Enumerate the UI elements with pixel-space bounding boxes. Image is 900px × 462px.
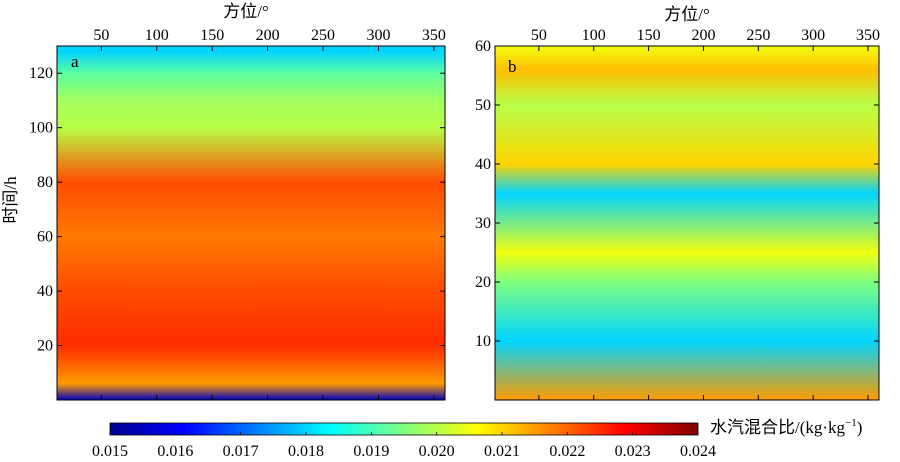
panel-a-x-axis-title: 方位/° [223,2,269,21]
panel-b-x-tick-label-100: 100 [582,27,606,44]
panel-b-label: b [508,57,517,76]
colorbar-tick-label-2: 0.017 [223,443,259,460]
colorbar-tick-label-7: 0.022 [549,443,585,460]
panel-b-y-tick-label-40: 40 [475,156,491,173]
colorbar-bar [109,422,699,436]
heatmap-plot-a [56,45,446,401]
panel-b-x-tick-label-350: 350 [856,27,880,44]
colorbar-ticks: 0.015 0.016 0.017 0.018 0.019 0.020 0.021 0.022… [92,432,716,460]
panel-a-x-tick-label-250: 250 [311,27,335,44]
panel-a-label: a [71,52,79,71]
colorbar-tick-label-3: 0.018 [288,443,324,460]
heatmap-panel-a: a 方位/° 时间/h 50 100 150 200 250 300 350 20 40 60 80… [1,2,446,401]
colorbar-title-close: ) [857,418,863,437]
panel-a-x-tick-label-200: 200 [256,27,280,44]
colorbar-tick-label-0: 0.015 [92,443,128,460]
panel-a-x-tick-label-50: 50 [93,27,109,44]
colorbar-title-sup: −1 [845,417,857,429]
panel-a-x-tick-label-300: 300 [366,27,390,44]
panel-b-y-tick-label-10: 10 [475,333,491,350]
colorbar-tick-label-1: 0.016 [157,443,193,460]
panel-b-y-tick-label-50: 50 [475,97,491,114]
colorbar-tick-label-5: 0.020 [419,443,455,460]
colorbar: 水汽混合比/(kg·kg−1) 0.015 0.016 0.017 0.018 0.01… [92,417,862,460]
panel-b-x-tick-label-300: 300 [801,27,825,44]
panel-a-x-tick-label-350: 350 [422,27,446,44]
panel-b-x-tick-label-150: 150 [637,27,661,44]
colorbar-tick-label-9: 0.024 [680,443,716,460]
panel-b-ticks: 50 100 150 200 250 300 350 10 20 30 40 50 60 [475,27,880,400]
heatmap-plot-b [494,45,880,401]
panel-a-y-tick-label-60: 60 [37,229,53,246]
panel-b-x-tick-label-250: 250 [746,27,770,44]
panel-a-y-axis-title: 时间/h [1,176,20,224]
colorbar-title-main: 水汽混合比/(kg·kg [710,418,846,437]
panel-a-x-tick-label-100: 100 [145,27,169,44]
panel-a-y-tick-label-40: 40 [37,283,53,300]
panel-a-y-tick-label-20: 20 [37,338,53,355]
colorbar-tick-label-4: 0.019 [353,443,389,460]
colorbar-tick-label-6: 0.021 [484,443,520,460]
panel-a-y-tick-label-80: 80 [37,174,53,191]
panel-b-x-tick-label-50: 50 [531,27,547,44]
colorbar-title: 水汽混合比/(kg·kg−1) [710,417,862,437]
panel-a-y-tick-label-100: 100 [29,120,53,137]
panel-a-y-tick-label-120: 120 [29,65,53,82]
panel-b-y-tick-label-60: 60 [475,38,491,55]
panel-b-x-axis-title: 方位/° [664,5,710,24]
panel-a-ticks: 50 100 150 200 250 300 350 20 40 60 80 100 120 [29,27,446,400]
panel-a-x-tick-label-150: 150 [200,27,224,44]
panel-b-y-tick-label-30: 30 [475,215,491,232]
heatmap-panel-b: b 方位/° 50 100 150 200 250 300 350 10 20 30 40 50 60 [475,5,880,401]
panel-b-y-tick-label-20: 20 [475,274,491,291]
colorbar-tick-label-8: 0.023 [615,443,651,460]
panel-b-x-tick-label-200: 200 [691,27,715,44]
